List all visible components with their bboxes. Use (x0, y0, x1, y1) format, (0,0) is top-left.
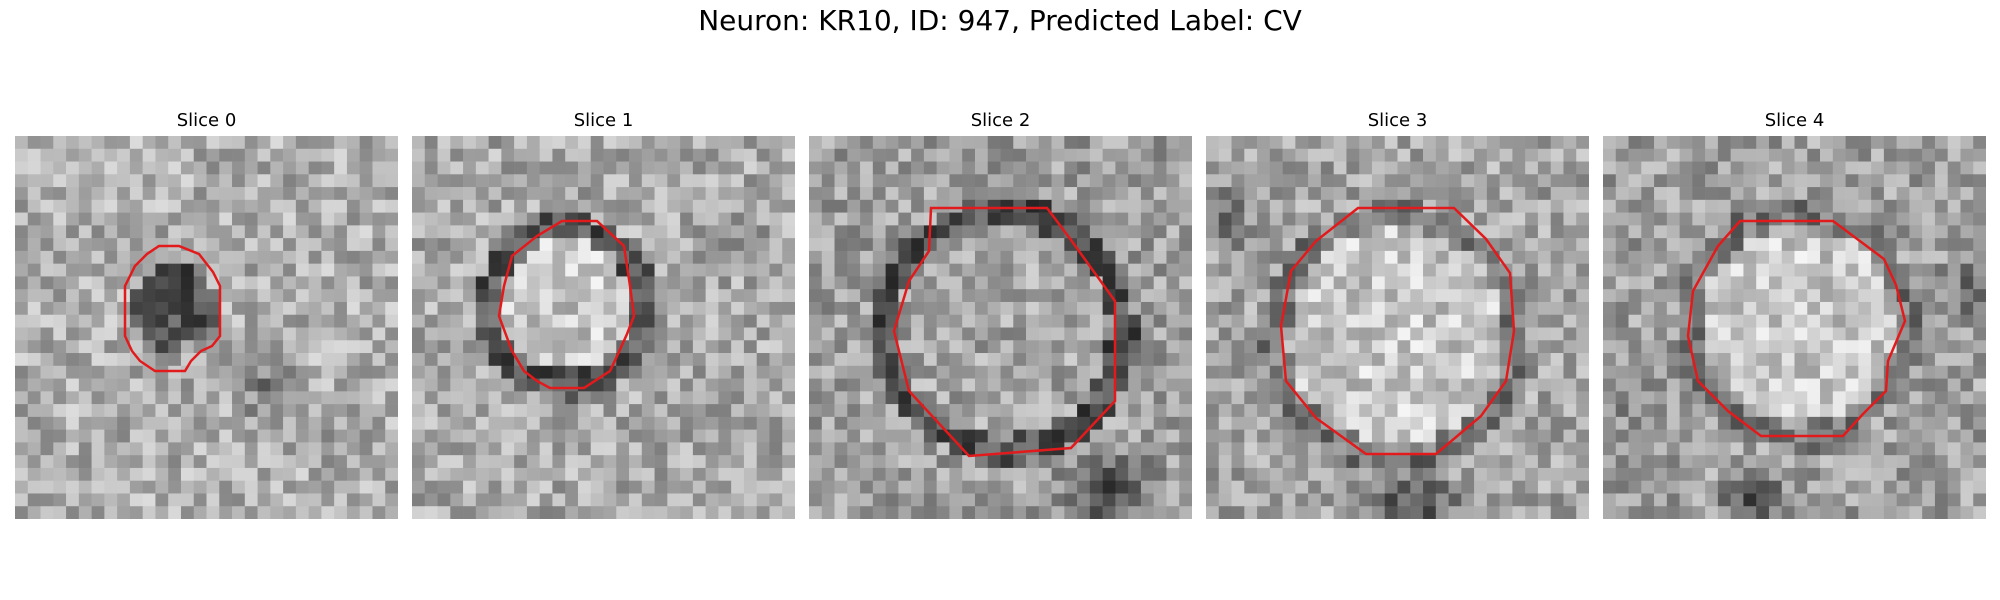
slice-panel-1: Slice 1 (412, 106, 795, 519)
microscopy-image-slice-3 (1206, 136, 1589, 519)
neuron-contour (1279, 206, 1516, 456)
neuron-contour (1686, 219, 1907, 438)
slice-title: Slice 1 (573, 110, 634, 131)
microscopy-image-slice-2 (809, 136, 1192, 519)
slice-panel-2: Slice 2 (809, 106, 1192, 519)
slice-title: Slice 4 (1764, 110, 1825, 131)
slice-title: Slice 3 (1367, 110, 1428, 131)
neuron-contour (892, 206, 1117, 458)
slice-title: Slice 2 (970, 110, 1031, 131)
microscopy-image-slice-1 (412, 136, 795, 519)
slice-panel-3: Slice 3 (1206, 106, 1589, 519)
microscopy-image-slice-4 (1603, 136, 1986, 519)
neuron-contour (497, 219, 636, 390)
neuron-contour (123, 244, 222, 373)
microscopy-image-slice-0 (15, 136, 398, 519)
slice-panel-0: Slice 0 (15, 106, 398, 519)
slice-title: Slice 0 (176, 110, 237, 131)
slice-panel-4: Slice 4 (1603, 106, 1986, 519)
figure-title: Neuron: KR10, ID: 947, Predicted Label: … (698, 4, 1302, 37)
